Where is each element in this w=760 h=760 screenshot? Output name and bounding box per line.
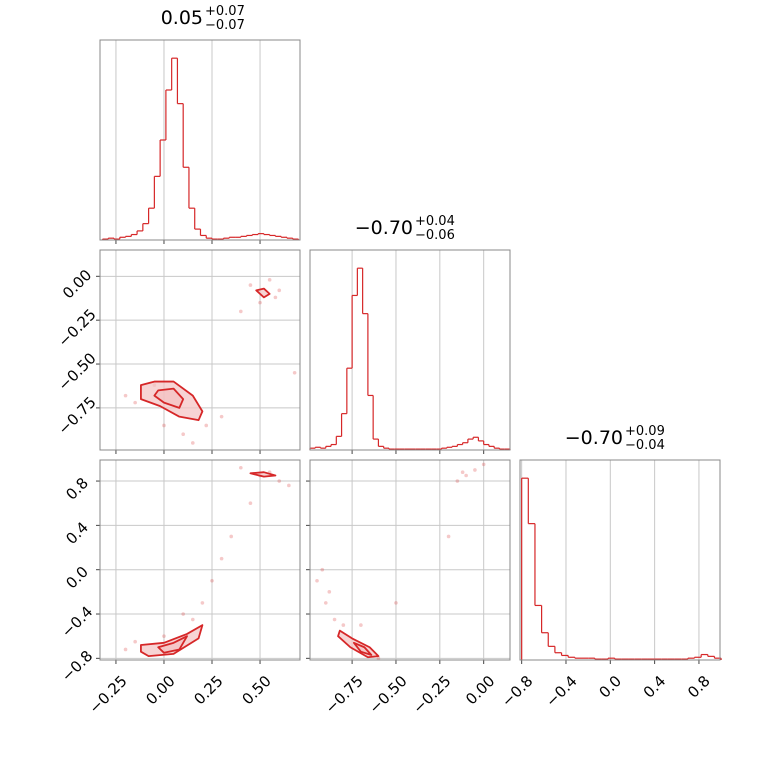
- x-tick-label: −0.8: [498, 672, 536, 710]
- sample-point: [123, 393, 128, 398]
- sample-point: [327, 590, 332, 594]
- sample-point: [123, 647, 128, 652]
- y-tick-label: −0.8: [58, 647, 96, 685]
- panel-frame: [309, 249, 511, 451]
- x-tick-label: −0.25: [85, 672, 130, 717]
- title-minus: −0.06: [415, 228, 455, 243]
- sample-point: [341, 623, 346, 627]
- sample-point: [133, 400, 137, 405]
- sample-point: [292, 371, 297, 375]
- sample-point: [200, 601, 205, 605]
- title-minus: −0.04: [625, 438, 665, 453]
- sample-point: [229, 534, 234, 539]
- sample-point: [258, 300, 262, 305]
- title-value: 0.05: [161, 7, 203, 29]
- sample-point: [210, 578, 214, 583]
- sample-point: [446, 534, 451, 539]
- title-plus: +0.07: [205, 4, 245, 19]
- sample-point: [219, 414, 224, 419]
- x-tick-label: 0.00: [142, 672, 178, 708]
- contour: [153, 387, 185, 409]
- contour: [352, 641, 373, 656]
- x-tick-label: 0.50: [238, 672, 274, 708]
- x-tick-label: 0.25: [190, 672, 226, 708]
- sample-point: [162, 423, 166, 428]
- y-tick-label: 0.0: [62, 563, 92, 593]
- sample-point: [239, 465, 243, 470]
- sample-point: [359, 623, 363, 627]
- panel-frame: [519, 459, 721, 661]
- contour: [157, 635, 188, 654]
- sample-point: [277, 479, 282, 483]
- sample-point: [315, 578, 319, 583]
- sample-point: [455, 479, 460, 483]
- sample-point: [162, 634, 166, 638]
- sample-point: [332, 617, 337, 622]
- title-minus: −0.07: [205, 18, 245, 33]
- y-tick-label: −0.50: [55, 349, 100, 394]
- x-tick-label: −0.25: [409, 672, 454, 717]
- sample-point: [133, 639, 137, 644]
- title-plus: +0.04: [415, 214, 455, 229]
- y-tick-label: 0.8: [62, 474, 92, 504]
- y-tick-label: −0.4: [58, 603, 96, 641]
- contour: [255, 287, 271, 299]
- sample-point: [376, 656, 381, 661]
- panel-frame: [99, 39, 301, 241]
- sample-point: [323, 601, 328, 605]
- x-tick-label: 0.8: [684, 672, 714, 702]
- sample-point: [190, 441, 195, 445]
- contour: [249, 471, 277, 478]
- x-tick-label: −0.50: [365, 672, 410, 717]
- x-tick-label: 0.00: [462, 672, 498, 708]
- contour: [140, 624, 204, 658]
- panel-frame: [309, 459, 511, 661]
- sample-point: [204, 423, 209, 428]
- sample-point: [277, 288, 282, 293]
- title-value: −0.70: [355, 217, 413, 239]
- sample-point: [190, 617, 195, 622]
- x-tick-label: 0.0: [595, 672, 625, 702]
- sample-point: [473, 468, 477, 472]
- y-tick-label: −0.25: [55, 305, 100, 350]
- sample-point: [219, 556, 224, 561]
- sample-point: [464, 473, 468, 478]
- sample-point: [481, 462, 486, 467]
- sample-point: [287, 483, 291, 488]
- title-plus: +0.09: [625, 424, 665, 439]
- x-tick-label: −0.4: [542, 672, 580, 710]
- title-value: −0.70: [565, 427, 623, 449]
- y-tick-label: 0.4: [62, 518, 92, 548]
- y-tick-label: 0.00: [59, 266, 95, 302]
- sample-point: [248, 283, 253, 287]
- x-tick-label: 0.4: [640, 672, 670, 702]
- sample-point: [239, 309, 243, 314]
- sample-point: [273, 295, 278, 300]
- panel-frame: [99, 459, 301, 661]
- sample-point: [181, 432, 185, 437]
- x-tick-label: −0.75: [322, 672, 367, 717]
- sample-point: [394, 601, 398, 605]
- sample-point: [267, 278, 272, 282]
- sample-point: [320, 567, 325, 572]
- panel-frame: [99, 249, 301, 451]
- y-tick-label: −0.75: [55, 393, 100, 438]
- sample-point: [248, 501, 253, 506]
- sample-point: [460, 470, 465, 474]
- sample-point: [181, 612, 185, 616]
